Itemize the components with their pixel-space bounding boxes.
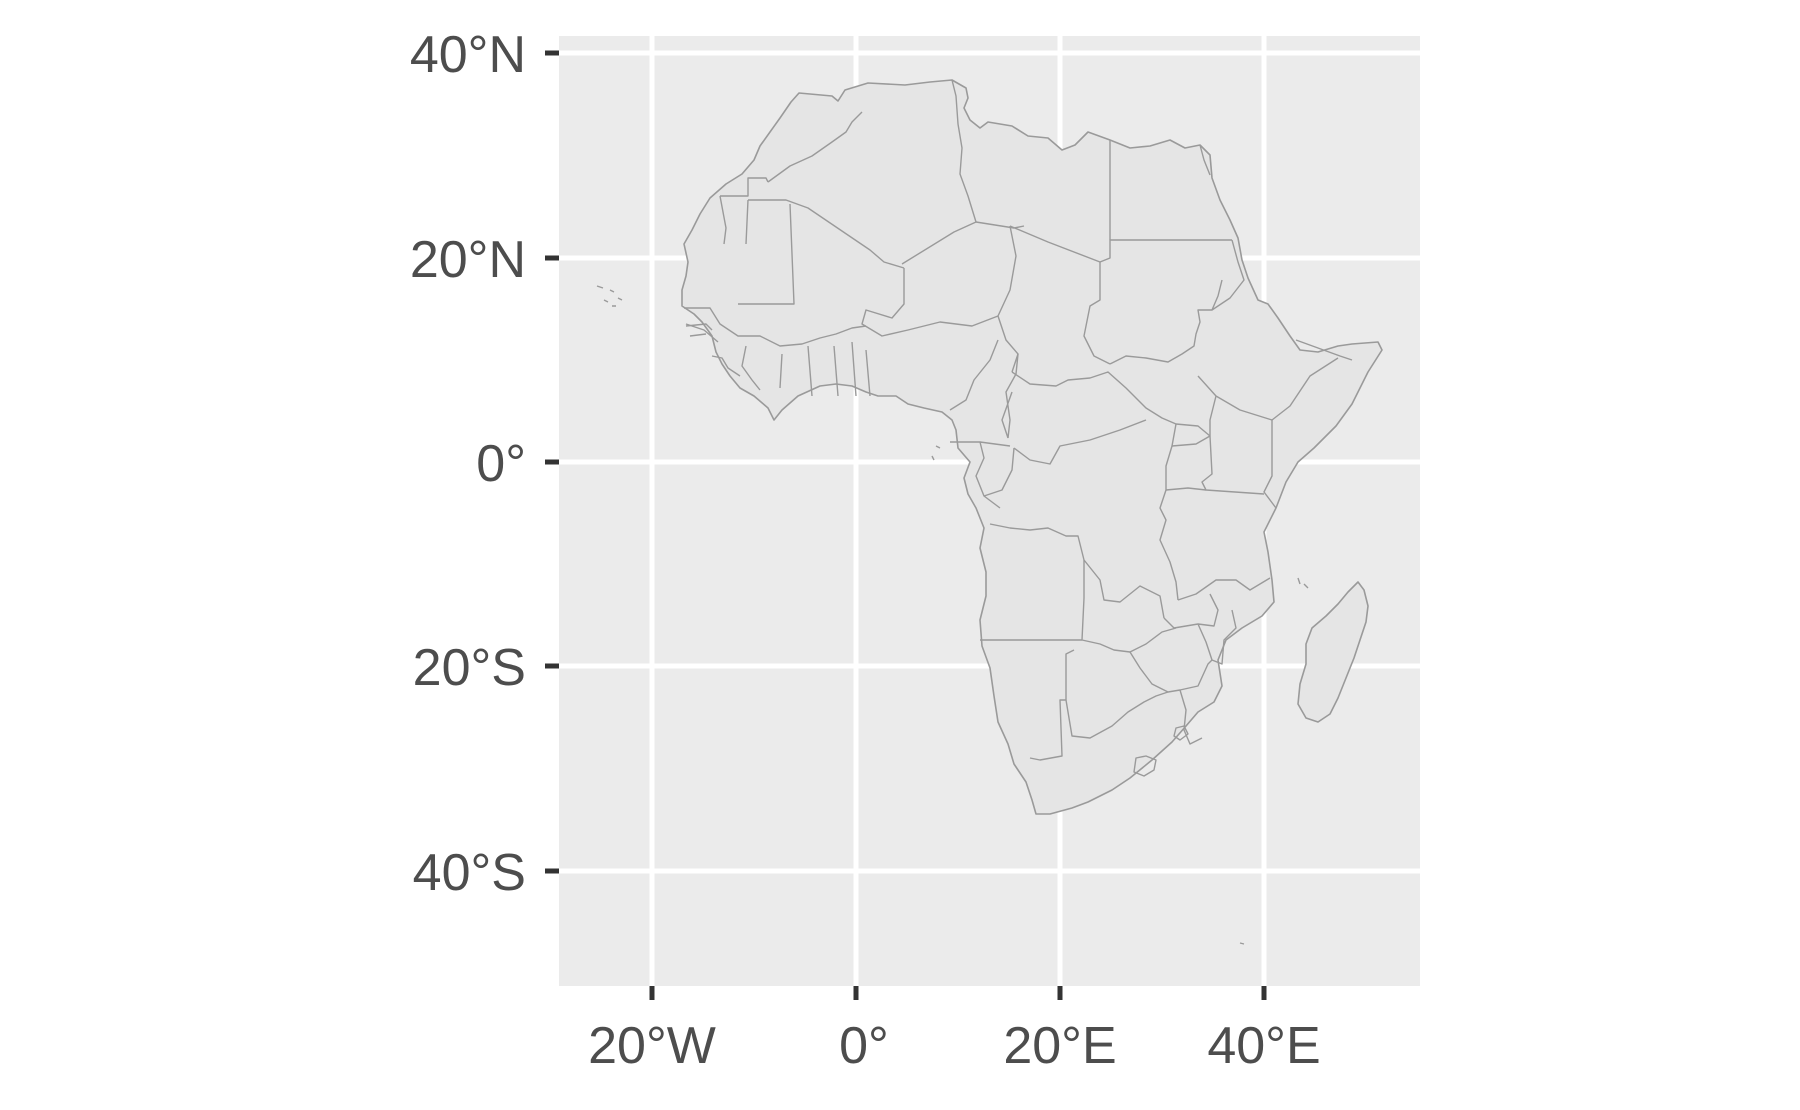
y-tick-label-20s: 20°S [413, 639, 526, 697]
border-western-sahara [719, 177, 769, 245]
x-tick-label-20e: 20°E [1003, 1017, 1116, 1075]
border-libya-chad-sudan [1009, 225, 1232, 263]
border-zambia-malawi-mozambique [1163, 593, 1237, 665]
border-gabon-congo [950, 441, 1015, 509]
border-mozambique-sa [1179, 689, 1203, 745]
cape-verde-islands [596, 285, 623, 307]
y-tick-label-40s: 40°S [413, 844, 526, 902]
border-tanzania [1165, 487, 1271, 601]
border-uganda-kenya [1201, 435, 1265, 495]
border-kenya-somalia [1263, 420, 1277, 509]
border-drc-east [1159, 423, 1179, 601]
country-borders [684, 79, 1353, 777]
border-ethiopia-somalia [1215, 339, 1353, 421]
x-tick-label-40e: 40°E [1207, 1017, 1320, 1075]
border-ethiopia-kenya [1197, 375, 1217, 436]
y-tick-label-20n: 20°N [410, 231, 526, 289]
x-axis: 20°W 0° 20°E 40°E [588, 986, 1321, 1075]
border-west-africa [684, 307, 871, 397]
x-tick-label-0: 0° [839, 1017, 889, 1075]
border-south-sudan-car-drc [1011, 371, 1211, 437]
border-sudan-ethiopia [1211, 239, 1245, 311]
x-tick-label-20w: 20°W [588, 1017, 716, 1075]
border-botswana-sa [1065, 691, 1169, 739]
border-gambia-senegal [685, 323, 713, 337]
madagascar [1297, 581, 1369, 723]
comoros-islands [1297, 577, 1309, 589]
border-car-cameroon [1001, 391, 1013, 439]
y-tick-label-equator: 0° [476, 435, 526, 493]
border-drc-uganda [1171, 435, 1211, 447]
bioko-island [931, 445, 941, 461]
y-axis: 40°N 20°N 0° 20°S 40°S [410, 26, 559, 902]
border-algeria-libya [901, 79, 977, 265]
eswatini [1173, 725, 1189, 741]
islands [596, 285, 1369, 945]
y-tick-label-40n: 40°N [410, 26, 526, 84]
border-chad-sudan [1083, 262, 1111, 365]
border-morocco-algeria [767, 111, 863, 183]
border-niger-nigeria-mali [861, 268, 999, 337]
lesotho [1133, 755, 1157, 777]
border-egypt-sudan-red-sea [1199, 144, 1211, 176]
border-sudan-south-sudan [1109, 279, 1223, 365]
border-zambia-zimbabwe [1129, 627, 1213, 693]
border-angola-zambia [1081, 560, 1131, 653]
prince-edward-islands [1239, 942, 1245, 945]
border-namibia-botswana [1029, 649, 1075, 761]
border-mauritania-mali [738, 199, 905, 305]
border-nigeria-cameroon [949, 339, 1019, 439]
